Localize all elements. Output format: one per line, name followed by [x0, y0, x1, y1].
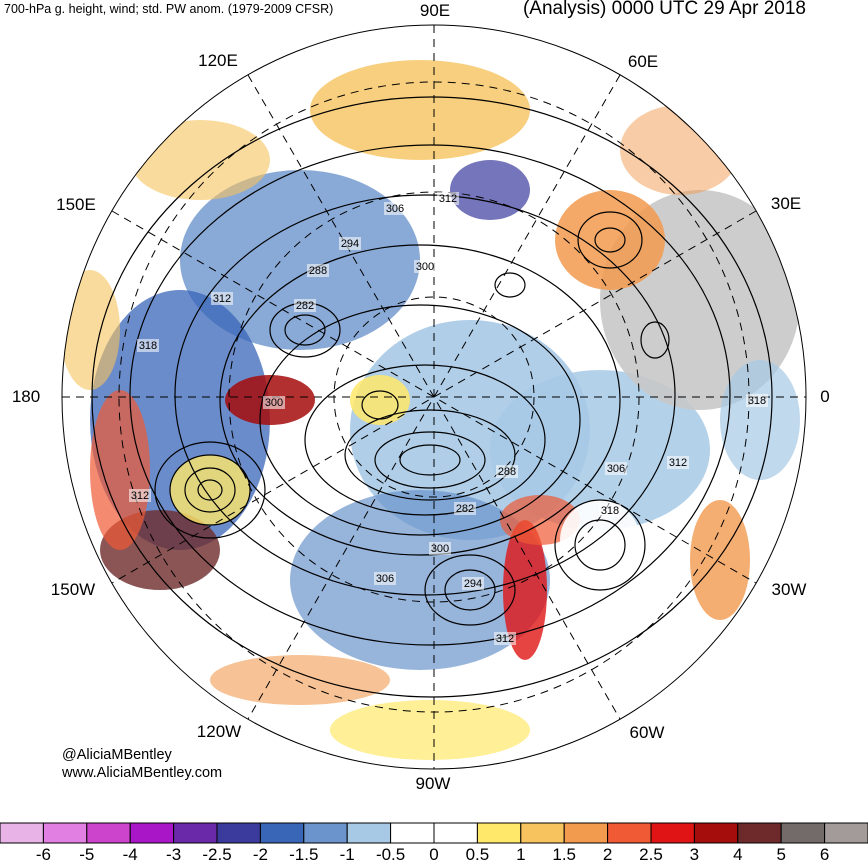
colorbar-tick-label: -6 [35, 845, 51, 864]
colorbar-swatch [259, 822, 305, 844]
lon-label-90w: 90W [415, 774, 451, 793]
colorbar-tick-label: 1 [516, 845, 526, 864]
colorbar-swatch [390, 822, 435, 844]
colorbar-swatch [824, 822, 868, 844]
colorbar-tick-label: 0 [429, 845, 439, 864]
pw-anomaly-field [62, 60, 800, 760]
colorbar-swatch [42, 822, 88, 844]
colorbar-tick-label: -2 [252, 845, 268, 864]
contour-label: 312 [669, 457, 687, 469]
lon-label-60w: 60W [629, 723, 665, 742]
contour-label: 318 [748, 395, 766, 407]
contour-label: 312 [131, 490, 149, 502]
colorbar-tick-label: 0.5 [465, 845, 490, 864]
colorbar-swatch [0, 822, 44, 844]
colorbar-swatch [346, 822, 392, 844]
contour-label: 312 [496, 633, 514, 645]
colorbar-tick-label: -1.5 [289, 845, 319, 864]
contour-label: 300 [431, 543, 449, 555]
contour-label: 300 [265, 397, 283, 409]
colorbar-swatch [129, 822, 175, 844]
colorbar-swatch [86, 822, 131, 844]
colorbar-swatch [607, 822, 652, 844]
colorbar-tick-label: 4 [733, 845, 743, 864]
credit-handle: @AliciaMBentley [62, 747, 172, 763]
lon-label-120w: 120W [196, 722, 242, 741]
colorbar-tick-label: -4 [122, 845, 138, 864]
height-contours [91, 96, 773, 698]
colorbar-tick-label: -2.5 [202, 845, 232, 864]
map-title: 700-hPa g. height, wind; std. PW anom. (… [4, 2, 334, 16]
colorbar-swatch [433, 822, 478, 844]
colorbar-tick-label: -3 [166, 845, 182, 864]
colorbar-swatch [173, 822, 218, 844]
contour-label: 294 [341, 238, 359, 250]
lon-label-150w: 150W [50, 580, 96, 599]
colorbar-tick-label: 5 [776, 845, 786, 864]
colorbar-swatch [476, 822, 522, 844]
lon-label-120e: 120E [198, 51, 238, 70]
colorbar-swatch [737, 822, 782, 844]
colorbar-swatch [693, 822, 739, 844]
contour-label: 312 [213, 293, 231, 305]
contour-label-layer: 306 312 294 288 300 282 312 318 300 312 282 288 306 3… [129, 192, 768, 645]
valid-time-label: (Analysis) 0000 UTC 29 Apr 2018 [522, 0, 806, 19]
colorbar-tick-label: 6 [819, 845, 830, 864]
colorbar-tick-label: -1 [339, 845, 355, 864]
colorbar-swatch [303, 822, 348, 844]
colorbar-swatch [520, 822, 565, 844]
lon-label-150e: 150E [56, 195, 96, 214]
credit-website: www.AliciaMBentley.com [62, 765, 223, 781]
lon-label-30e: 30E [770, 194, 802, 213]
contour-label: 288 [309, 265, 327, 277]
contour-label: 300 [416, 261, 434, 273]
colorbar-swatch [563, 822, 609, 844]
contour-label: 306 [376, 573, 394, 585]
colorbar-tick-label: 2 [602, 845, 613, 864]
lon-label-90e: 90E [419, 1, 451, 20]
colorbar-swatch [216, 822, 261, 844]
colorbar [0, 822, 868, 844]
lon-label-60e: 60E [627, 52, 659, 71]
contour-label: 312 [439, 193, 457, 205]
contour-label: 318 [139, 340, 157, 352]
contour-label: 282 [456, 503, 474, 515]
contour-label: 318 [601, 505, 619, 517]
contour-label: 306 [607, 463, 625, 475]
colorbar-tick-label: 2.5 [639, 845, 663, 864]
colorbar-tick-label: 1.5 [552, 845, 577, 864]
colorbar-swatch [780, 822, 826, 844]
contour-label: 282 [296, 300, 314, 312]
lon-label-0: 0 [820, 387, 830, 406]
map-boundary [61, 24, 807, 770]
contour-label: 306 [386, 203, 404, 215]
lon-label-180: 180 [11, 387, 41, 406]
lon-label-30w: 30W [771, 580, 807, 599]
contour-label: 288 [498, 466, 516, 478]
colorbar-tick-label: 3 [689, 845, 700, 864]
colorbar-tick-label: -0.5 [375, 845, 406, 864]
colorbar-tick-label: -5 [79, 845, 95, 864]
contour-label: 294 [464, 578, 482, 590]
polar-stereographic-map: 306 312 294 288 300 282 312 318 300 312 282 288 306 3… [61, 24, 807, 770]
colorbar-swatch [650, 822, 695, 844]
